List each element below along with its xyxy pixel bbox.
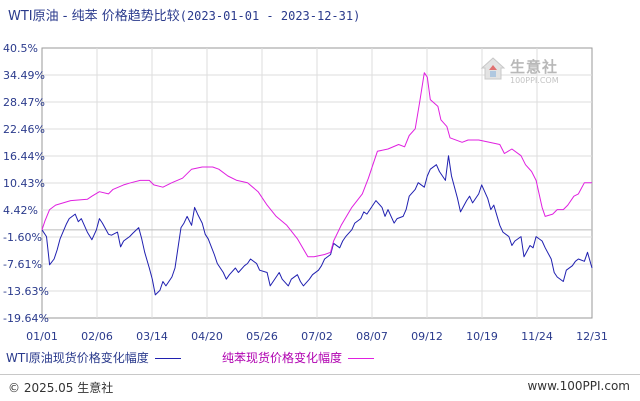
page-title: WTI原油 - 纯苯 价格趋势比较(2023-01-01 - 2023-12-3… — [8, 5, 360, 24]
y-tick-label: 22.46% — [3, 123, 45, 136]
y-tick-label: -13.63% — [3, 285, 49, 298]
series-line-benzene — [41, 72, 592, 258]
watermark-name: 生意社 — [510, 58, 559, 76]
chart-title: WTI原油 - 纯苯 价格趋势比较 — [8, 9, 180, 24]
y-tick-label: -1.60% — [3, 231, 42, 244]
legend-label-benzene: 纯苯现货价格变化幅度 — [222, 351, 343, 365]
footer: © 2025.05 生意社 www.100PPI.com — [0, 374, 640, 401]
series-line-wti — [41, 155, 593, 296]
y-tick-label: -7.61% — [3, 258, 42, 271]
x-tick-label: 07/02 — [301, 330, 333, 343]
x-tick-label: 08/07 — [356, 330, 388, 343]
x-tick-label: 02/06 — [81, 330, 113, 343]
x-tick-label: 09/12 — [411, 330, 443, 343]
site-link[interactable]: www.100PPI.com — [527, 379, 630, 393]
x-tick-label: 10/19 — [466, 330, 498, 343]
x-tick-label: 05/26 — [246, 330, 278, 343]
y-tick-label: 28.47% — [3, 96, 45, 109]
legend-item-wti: WTI原油现货价格变化幅度 — [6, 349, 181, 366]
y-tick-label: 34.49% — [3, 69, 45, 82]
x-tick-label: 11/24 — [521, 330, 553, 343]
watermark: 生意社 100PPI.COM — [480, 54, 580, 94]
y-tick-label: 16.44% — [3, 150, 45, 163]
watermark-url: 100PPI.COM — [510, 76, 559, 85]
legend-item-benzene: 纯苯现货价格变化幅度 — [222, 349, 375, 366]
x-tick-label: 04/20 — [191, 330, 223, 343]
date-range: (2023-01-01 - 2023-12-31) — [179, 9, 361, 23]
y-tick-label: 4.42% — [3, 204, 38, 217]
y-tick-label: 40.5% — [3, 42, 38, 55]
x-tick-label: 01/01 — [26, 330, 58, 343]
y-tick-label: -19.64% — [3, 312, 49, 325]
legend-label-wti: WTI原油现货价格变化幅度 — [6, 351, 149, 365]
x-tick-label: 03/14 — [136, 330, 168, 343]
y-tick-label: 10.43% — [3, 177, 45, 190]
legend-swatch-wti — [154, 358, 181, 359]
legend-swatch-benzene — [348, 358, 375, 359]
logo-icon — [480, 57, 506, 80]
copyright-text: © 2025.05 生意社 — [8, 381, 114, 395]
x-tick-label: 12/31 — [576, 330, 608, 343]
